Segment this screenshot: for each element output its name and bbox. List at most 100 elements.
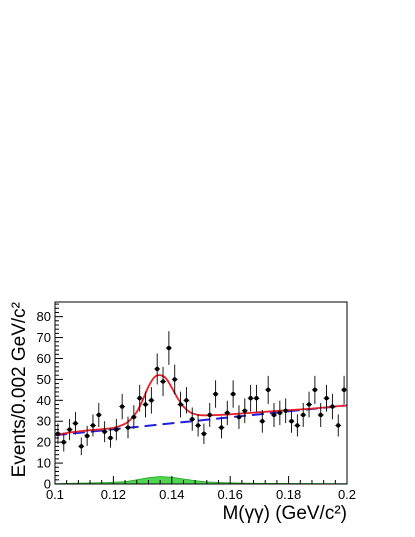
data-marker: [73, 421, 78, 426]
x-tick-label: 0.1: [46, 487, 64, 502]
data-point: [247, 384, 254, 412]
data-point: [212, 380, 219, 408]
data-point: [323, 384, 330, 412]
data-marker: [283, 408, 288, 413]
data-marker: [295, 423, 300, 428]
y-tick-label: 40: [37, 393, 51, 408]
data-point: [271, 402, 277, 427]
data-point: [282, 398, 289, 424]
data-marker: [271, 412, 277, 418]
x-tick-label: 0.14: [159, 487, 184, 502]
y-tick-label: 80: [37, 309, 51, 324]
data-marker: [178, 402, 183, 407]
data-point: [218, 416, 225, 439]
data-point: [78, 437, 85, 456]
data-point: [311, 375, 318, 404]
data-marker: [96, 412, 102, 418]
data-marker: [301, 412, 306, 418]
data-point: [165, 331, 172, 365]
data-marker: [330, 404, 335, 409]
data-point: [201, 423, 207, 445]
data-point: [230, 380, 237, 408]
y-tick-label: 50: [37, 372, 51, 387]
data-point: [154, 353, 161, 385]
y-tick-label: 70: [37, 330, 51, 345]
x-tick-label: 0.12: [101, 487, 126, 502]
data-point: [341, 375, 347, 404]
data-point: [288, 409, 295, 433]
data-marker: [260, 419, 265, 424]
data-point: [300, 402, 307, 427]
x-tick-label: 0.2: [338, 487, 356, 502]
data-point: [125, 416, 131, 439]
data-marker: [195, 423, 201, 428]
data-marker: [84, 433, 90, 439]
data-point: [101, 421, 108, 443]
data-point: [107, 428, 114, 448]
data-point: [84, 425, 91, 446]
data-marker: [166, 345, 172, 351]
data-marker: [277, 410, 283, 416]
y-tick-label: 0: [44, 477, 51, 492]
y-tick-label: 10: [37, 456, 51, 471]
data-marker: [213, 391, 218, 397]
data-marker: [108, 435, 113, 441]
data-point: [160, 366, 166, 397]
data-marker: [318, 412, 323, 418]
data-point: [253, 384, 260, 412]
ticks-layer: 0.1 0.12 0.14 0.16 0.18 0.2 0 10 20 30 40 50 60 70 80: [37, 303, 356, 502]
data-marker: [119, 404, 125, 409]
data-marker: [207, 412, 212, 418]
data-marker: [312, 387, 318, 393]
data-point: [206, 402, 213, 427]
data-marker: [172, 377, 177, 382]
data-marker: [190, 416, 195, 422]
data-marker: [155, 366, 160, 372]
data-marker: [336, 423, 341, 428]
data-marker: [160, 379, 166, 384]
y-tick-label: 30: [37, 414, 51, 429]
data-marker: [90, 423, 96, 428]
data-point: [90, 414, 96, 437]
data-point: [294, 414, 301, 437]
data-marker: [265, 387, 271, 393]
data-marker: [324, 396, 329, 401]
data-point: [142, 391, 149, 418]
total-fit-curve: [54, 374, 348, 437]
data-point: [236, 405, 242, 429]
data-marker: [67, 427, 72, 432]
data-point: [241, 398, 248, 424]
data-marker: [289, 419, 294, 424]
data-point: [329, 393, 336, 420]
y-tick-label: 20: [37, 435, 51, 450]
data-marker: [143, 402, 148, 407]
data-point: [177, 391, 184, 418]
data-point: [148, 387, 155, 414]
x-tick-label: 0.16: [218, 487, 243, 502]
data-point: [259, 409, 266, 433]
data-marker: [225, 410, 230, 416]
data-point: [183, 387, 190, 414]
x-axis-title: M(γγ) (GeV/c²): [222, 503, 347, 524]
data-marker: [61, 439, 66, 445]
data-marker: [201, 431, 207, 436]
data-marker: [131, 414, 137, 420]
data-point: [113, 418, 120, 441]
x-tick-label: 0.18: [276, 487, 301, 502]
data-point: [335, 414, 342, 437]
data-point: [189, 407, 196, 431]
data-marker: [230, 391, 236, 397]
data-point: [95, 402, 102, 427]
data-marker: [137, 396, 142, 401]
data-marker: [184, 398, 189, 403]
data-point: [136, 384, 143, 412]
plot-frame: [54, 301, 348, 485]
data-marker: [248, 396, 253, 401]
data-point: [119, 393, 126, 420]
data-point: [306, 391, 312, 418]
data-point: [276, 400, 283, 426]
data-point: [66, 418, 73, 441]
data-point: [72, 412, 79, 435]
curves-layer: [54, 374, 348, 485]
